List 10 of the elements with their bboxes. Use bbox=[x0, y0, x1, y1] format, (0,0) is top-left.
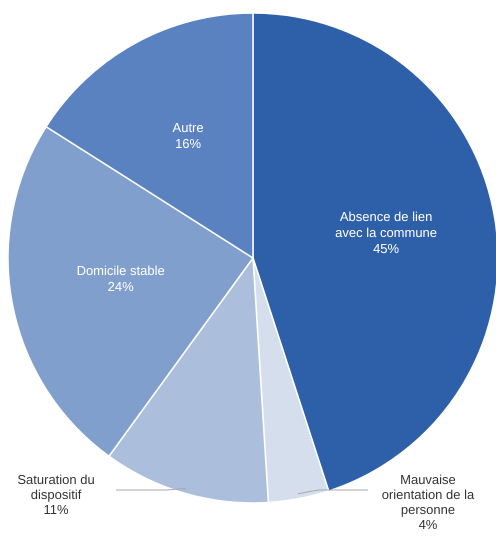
data-label: 11% bbox=[44, 502, 70, 517]
data-label: 45% bbox=[373, 240, 400, 256]
slice-label: Mauvaise orientation de la personne bbox=[382, 472, 475, 517]
data-label: 16% bbox=[175, 136, 202, 151]
slice-label: Autre bbox=[172, 120, 204, 135]
slice-label: Saturation du dispositif bbox=[17, 472, 95, 502]
slice-label: Absence de lien avec la commune bbox=[335, 208, 438, 240]
data-label: 4% bbox=[418, 517, 438, 532]
data-label: 24% bbox=[108, 279, 134, 294]
slice-label: Domicile stable bbox=[76, 263, 165, 278]
